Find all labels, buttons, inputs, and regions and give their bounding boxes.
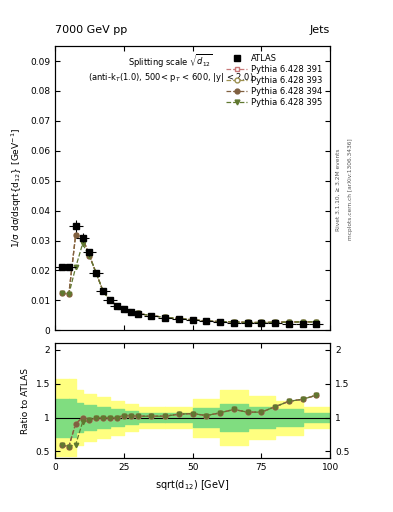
- Text: Splitting scale $\sqrt{d_{12}}$
(anti-k$_T$(1.0), 500< p$_T$ < 600, |y| < 2.0): Splitting scale $\sqrt{d_{12}}$ (anti-k$…: [88, 52, 253, 83]
- Y-axis label: Ratio to ATLAS: Ratio to ATLAS: [21, 368, 30, 434]
- Text: Rivet 3.1.10, ≥ 3.2M events: Rivet 3.1.10, ≥ 3.2M events: [336, 148, 341, 231]
- Text: Jets: Jets: [310, 25, 330, 35]
- Text: mcplots.cern.ch [arXiv:1306.3436]: mcplots.cern.ch [arXiv:1306.3436]: [348, 139, 353, 240]
- Y-axis label: 1/σ dσ/dsqrt{d$_{12}$} [GeV$^{-1}$]: 1/σ dσ/dsqrt{d$_{12}$} [GeV$^{-1}$]: [10, 128, 24, 248]
- X-axis label: sqrt(d$_{12}$) [GeV]: sqrt(d$_{12}$) [GeV]: [156, 478, 230, 492]
- Text: 7000 GeV pp: 7000 GeV pp: [55, 25, 127, 35]
- Legend: ATLAS, Pythia 6.428 391, Pythia 6.428 393, Pythia 6.428 394, Pythia 6.428 395: ATLAS, Pythia 6.428 391, Pythia 6.428 39…: [223, 50, 326, 110]
